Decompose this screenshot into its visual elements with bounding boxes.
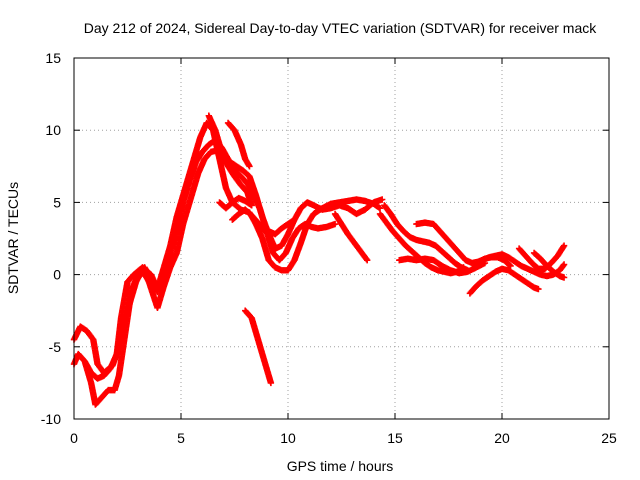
x-tick-label: 25 (601, 430, 617, 446)
x-tick-label: 5 (177, 430, 185, 446)
y-tick-label: 5 (53, 194, 61, 210)
x-tick-label: 20 (494, 430, 510, 446)
series-track-10 (331, 210, 371, 264)
series-track-6 (229, 206, 268, 235)
y-tick-label: 0 (53, 267, 61, 283)
data-point (506, 261, 513, 269)
series-track-12 (381, 202, 471, 274)
chart-title: Day 212 of 2024, Sidereal Day-to-day VTE… (84, 20, 597, 36)
x-tick-label: 15 (387, 430, 403, 446)
data-point (267, 379, 275, 387)
data-point (260, 226, 267, 234)
y-tick-label: -5 (49, 339, 62, 355)
x-tick-label: 10 (280, 430, 296, 446)
plot-area (70, 112, 568, 408)
y-tick-label: -10 (41, 411, 61, 427)
data-point (560, 274, 568, 281)
data-point (331, 220, 339, 228)
series-track-15 (466, 265, 542, 297)
y-tick-label: 10 (45, 122, 61, 138)
plot-frame (73, 57, 610, 420)
data-point (248, 202, 255, 209)
series-track-7 (224, 119, 253, 170)
data-point (378, 196, 386, 203)
axes: 0 5 10 15 20 25 -10 -5 0 5 10 15 (41, 50, 617, 446)
data-point (363, 255, 370, 263)
data-point (291, 216, 298, 223)
series-track-9 (265, 216, 298, 238)
data-point (560, 261, 568, 268)
data-point (560, 242, 568, 249)
series-track-18 (530, 249, 568, 281)
y-tick-label: 15 (45, 50, 61, 66)
series-track-8 (242, 307, 275, 387)
series-track-5 (216, 194, 255, 212)
x-tick-label: 0 (70, 430, 78, 446)
data-point (535, 285, 542, 293)
series-track-16 (473, 251, 568, 280)
data-point (363, 256, 371, 264)
data-point (507, 262, 514, 270)
data-point (246, 163, 253, 170)
series-track-13 (396, 255, 489, 277)
x-axis-label: GPS time / hours (287, 458, 394, 474)
y-axis-label: SDTVAR / TECUs (5, 182, 21, 294)
data-point (376, 204, 384, 212)
